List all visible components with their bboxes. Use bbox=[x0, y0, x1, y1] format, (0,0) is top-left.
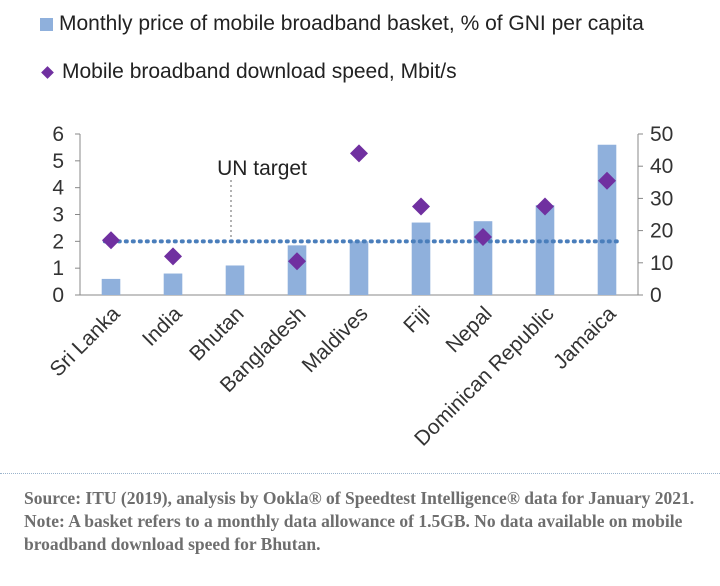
y-right-tick-label: 0 bbox=[650, 284, 662, 307]
price-bar bbox=[411, 222, 431, 295]
y-right-tick-label: 10 bbox=[650, 252, 673, 275]
speed-point bbox=[412, 197, 430, 216]
speed-point bbox=[164, 247, 182, 266]
y-left-tick-label: 0 bbox=[52, 284, 64, 307]
price-bar bbox=[163, 273, 183, 295]
legend-label-speed: Mobile broadband download speed, Mbit/s bbox=[62, 60, 457, 83]
speed-point bbox=[598, 171, 616, 190]
x-tick-label: Jamaica bbox=[549, 302, 621, 374]
y-right-tick-label: 40 bbox=[650, 155, 673, 178]
x-tick-label: Maldives bbox=[298, 302, 373, 377]
un-target-label: UN target bbox=[217, 157, 307, 180]
speed-point bbox=[474, 228, 492, 247]
legend-item-price: Monthly price of mobile broadband basket… bbox=[40, 12, 644, 36]
combo-chart: 0 1 2 3 4 5 6 0 10 20 30 40 50 UN target Sri Lanka Indi… bbox=[46, 123, 674, 451]
x-tick-label: Fiji bbox=[399, 302, 434, 337]
price-bar bbox=[101, 278, 121, 295]
price-bar bbox=[535, 205, 555, 295]
y-right-tick-label: 20 bbox=[650, 220, 673, 243]
speed-point bbox=[288, 252, 306, 271]
legend-label-price: Monthly price of mobile broadband basket… bbox=[59, 12, 644, 35]
y-left-tick-label: 1 bbox=[52, 257, 64, 280]
price-bar bbox=[225, 265, 245, 295]
chart-notes: Source: ITU (2019), analysis by Ookla® o… bbox=[24, 487, 714, 556]
y-right-tick-label: 30 bbox=[650, 187, 673, 210]
speed-point bbox=[102, 231, 120, 250]
y-left-tick-label: 6 bbox=[52, 123, 64, 146]
y-left-tick-label: 3 bbox=[52, 204, 64, 227]
x-tick-label: Nepal bbox=[441, 302, 496, 357]
y-left-tick-label: 2 bbox=[52, 230, 64, 253]
data-note: Note: A basket refers to a monthly data … bbox=[24, 511, 683, 554]
speed-point bbox=[350, 144, 368, 163]
x-tick-label: Sri Lanka bbox=[46, 302, 125, 381]
y-right-tick-label: 50 bbox=[650, 123, 673, 146]
legend-item-speed: Mobile broadband download speed, Mbit/s bbox=[40, 60, 457, 84]
price-bar bbox=[597, 144, 617, 295]
y-left-tick-label: 4 bbox=[52, 177, 64, 200]
x-tick-label: India bbox=[138, 302, 187, 351]
y-left-tick-label: 5 bbox=[52, 150, 64, 173]
x-tick-label: Bhutan bbox=[185, 302, 248, 365]
legend-bar-swatch bbox=[40, 17, 53, 31]
speed-point bbox=[536, 197, 554, 216]
divider-line bbox=[0, 473, 720, 474]
price-bar bbox=[349, 241, 369, 295]
source-note: Source: ITU (2019), analysis by Ookla® o… bbox=[24, 488, 695, 508]
